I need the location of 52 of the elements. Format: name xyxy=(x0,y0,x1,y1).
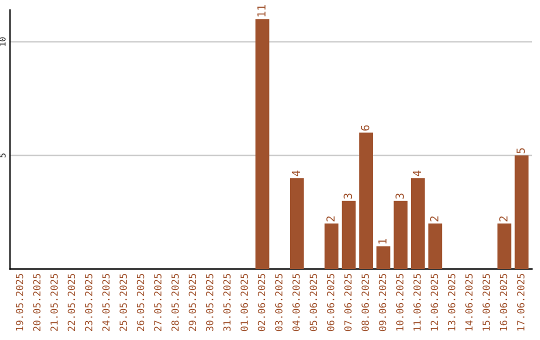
x-tick-label: 22.05.2025 xyxy=(68,274,76,331)
x-tick-label: 21.05.2025 xyxy=(50,274,58,331)
bar xyxy=(497,224,512,269)
data-label: 2 xyxy=(430,216,438,222)
x-tick-label: 28.05.2025 xyxy=(171,274,179,331)
x-tick-label: 06.06.2025 xyxy=(326,274,334,332)
x-tick-label: 08.06.2025 xyxy=(362,274,369,332)
x-tick-label: 27.05.2025 xyxy=(154,274,162,331)
data-label: 6 xyxy=(360,125,370,131)
data-label: 2 xyxy=(499,216,508,222)
data-label: 5 xyxy=(516,148,525,154)
x-tick-label: 12.06.2025 xyxy=(430,274,438,331)
x-tick-label: 19.05.2025 xyxy=(16,274,24,331)
data-label: 4 xyxy=(292,170,300,176)
data-label: 4 xyxy=(412,170,422,176)
x-tick-label: 02.06.2025 xyxy=(258,274,266,332)
bar xyxy=(359,132,373,269)
bar xyxy=(514,155,529,269)
x-tick-label: 09.06.2025 xyxy=(378,274,386,332)
x-tick-label: 26.05.2025 xyxy=(136,274,144,331)
x-tick-label: 04.06.2025 xyxy=(292,274,300,332)
x-tick-label: 13.06.2025 xyxy=(448,274,456,331)
x-tick-label: 16.06.2025 xyxy=(500,274,508,331)
data-label: 2 xyxy=(326,216,335,222)
x-tick-label: 25.05.2025 xyxy=(120,274,127,331)
x-tick-label: 10.06.2025 xyxy=(396,274,404,331)
x-tick-label: 31.05.2025 xyxy=(223,274,231,332)
bar xyxy=(290,178,304,269)
bar xyxy=(324,224,338,269)
data-label: 11 xyxy=(257,5,266,16)
x-tick-label: 17.06.2025 xyxy=(517,274,524,331)
x-tick-label: 11.06.2025 xyxy=(413,274,421,331)
bar xyxy=(376,246,390,269)
x-tick-label: 07.06.2025 xyxy=(344,274,352,332)
data-label: 3 xyxy=(344,194,352,199)
x-tick-label: 29.05.2025 xyxy=(188,274,196,331)
x-tick-label: 24.05.2025 xyxy=(102,274,110,331)
bar xyxy=(411,178,425,269)
x-tick-label: 30.05.2025 xyxy=(206,274,214,332)
x-tick-label: 15.06.2025 xyxy=(482,274,490,331)
bar xyxy=(428,224,442,269)
x-tick-label: 20.05.2025 xyxy=(33,274,40,331)
x-tick-label: 05.06.2025 xyxy=(310,274,318,332)
x-tick-label: 03.06.2025 xyxy=(275,274,282,332)
data-label: 3 xyxy=(395,194,404,199)
bar xyxy=(394,200,408,269)
x-tick-label: 14.06.2025 xyxy=(465,274,473,331)
bar xyxy=(255,19,270,269)
x-tick-label: 23.05.2025 xyxy=(85,274,92,331)
data-label: 1 xyxy=(378,238,386,244)
bar xyxy=(342,200,356,269)
x-tick-label: 01.06.2025 xyxy=(240,274,248,332)
